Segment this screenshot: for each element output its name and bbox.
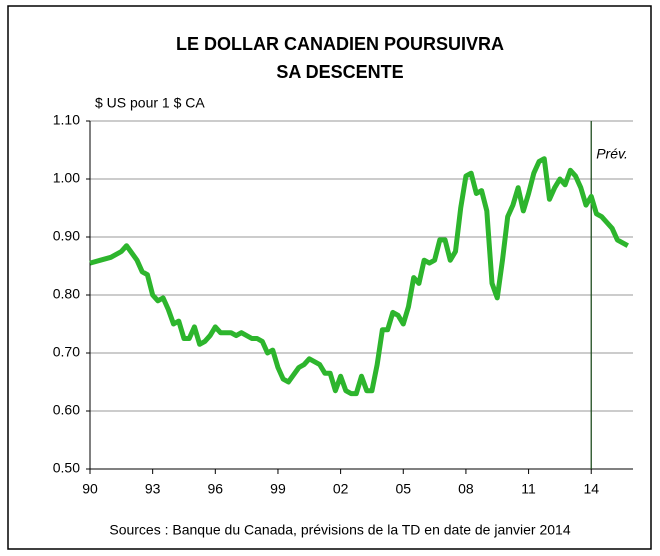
x-tick-label: 96: [208, 481, 224, 497]
x-tick-label: 90: [82, 481, 98, 497]
y-axis-label: $ US pour 1 $ CA: [95, 95, 205, 111]
x-tick-label: 99: [270, 481, 286, 497]
y-tick-label: 0.80: [53, 286, 80, 302]
chart-title: LE DOLLAR CANADIEN POURSUIVRA: [176, 34, 504, 54]
source: Sources : Banque du Canada, prévisions d…: [109, 522, 570, 538]
x-tick-label: 14: [583, 481, 599, 497]
forecast-label: Prév.: [596, 146, 628, 162]
frame: [7, 5, 652, 550]
chart-subtitle: SA DESCENTE: [276, 62, 403, 82]
y-tick-label: 1.10: [53, 112, 80, 128]
y-tick-label: 1.00: [53, 170, 80, 186]
y-tick-label: 0.70: [53, 344, 80, 360]
x-tick-label: 08: [458, 481, 474, 497]
y-tick-label: 0.60: [53, 402, 80, 418]
y-tick-label: 0.50: [53, 460, 80, 476]
line-series: [89, 156, 629, 397]
x-tick-label: 05: [395, 481, 411, 497]
x-tick-label: 93: [145, 481, 161, 497]
x-tick-label: 02: [333, 481, 349, 497]
x-tick-label: 11: [521, 481, 536, 497]
y-tick-label: 0.90: [53, 228, 80, 244]
